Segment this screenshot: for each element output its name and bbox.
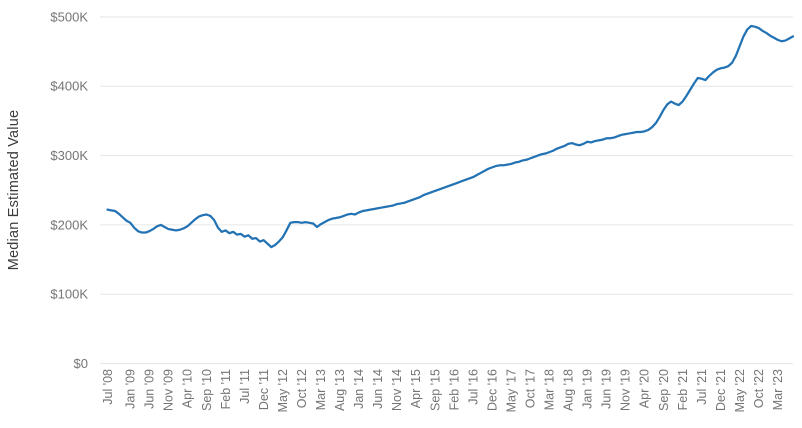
x-tick-label: Oct '22 <box>752 369 766 408</box>
x-tick-label: Jul '16 <box>466 369 480 405</box>
x-tick-label: Dec '21 <box>714 369 728 411</box>
x-tick-label: Dec '16 <box>485 369 499 411</box>
x-tick-label: Nov '09 <box>162 369 176 411</box>
x-tick-label: Jan '19 <box>581 369 595 409</box>
x-axis-tick-labels: Jul '08 Jan '09 Jun '09 Nov '09 Apr '10 Sep '… <box>101 369 785 412</box>
x-tick-label: Jul '11 <box>238 369 252 404</box>
y-axis-title: Median Estimated Value <box>6 109 22 271</box>
x-tick-label: Nov '14 <box>390 369 404 411</box>
x-tick-label: Nov '19 <box>619 369 633 411</box>
y-tick-label: $300K <box>50 148 88 163</box>
x-tick-label: Oct '12 <box>295 369 309 408</box>
x-tick-label: Apr '15 <box>409 369 423 408</box>
x-tick-label: May '12 <box>276 369 290 412</box>
x-tick-label: Aug '18 <box>562 369 576 411</box>
x-tick-label: Jun '09 <box>143 369 157 409</box>
median-value-line-series <box>106 24 795 249</box>
y-axis-tick-labels: $0 $100K $200K $300K $400K $500K <box>50 9 88 371</box>
x-tick-label: Jun '14 <box>371 369 385 409</box>
x-tick-label: Feb '16 <box>447 369 461 410</box>
x-tick-label: Oct '17 <box>523 369 537 408</box>
y-tick-label: $200K <box>50 217 88 232</box>
x-tick-label: Aug '13 <box>333 369 347 411</box>
x-tick-label: May '17 <box>504 369 518 412</box>
x-tick-label: May '22 <box>733 369 747 412</box>
x-tick-label: Jan '09 <box>124 369 138 409</box>
y-tick-label: $0 <box>74 356 88 371</box>
x-tick-label: Sep '20 <box>657 369 671 411</box>
x-tick-label: Feb '21 <box>676 369 690 410</box>
y-tick-label: $400K <box>50 79 88 94</box>
x-tick-label: Apr '20 <box>638 369 652 408</box>
x-tick-label: Feb '11 <box>219 369 233 409</box>
gridlines <box>100 16 793 364</box>
x-tick-label: Jul '21 <box>695 369 709 405</box>
x-tick-label: Mar '13 <box>314 369 328 410</box>
x-tick-label: Apr '10 <box>181 369 195 408</box>
x-tick-label: Jun '19 <box>600 369 614 409</box>
x-tick-label: Sep '15 <box>428 369 442 411</box>
y-tick-label: $100K <box>50 287 88 302</box>
y-tick-label: $500K <box>50 9 88 24</box>
x-tick-label: Jan '14 <box>352 369 366 409</box>
x-tick-label: Jul '08 <box>101 369 115 405</box>
x-tick-label: Mar '23 <box>771 369 785 410</box>
x-tick-label: Sep '10 <box>200 369 214 411</box>
x-tick-label: Dec '11 <box>257 369 271 410</box>
x-tick-label: Mar '18 <box>543 369 557 410</box>
